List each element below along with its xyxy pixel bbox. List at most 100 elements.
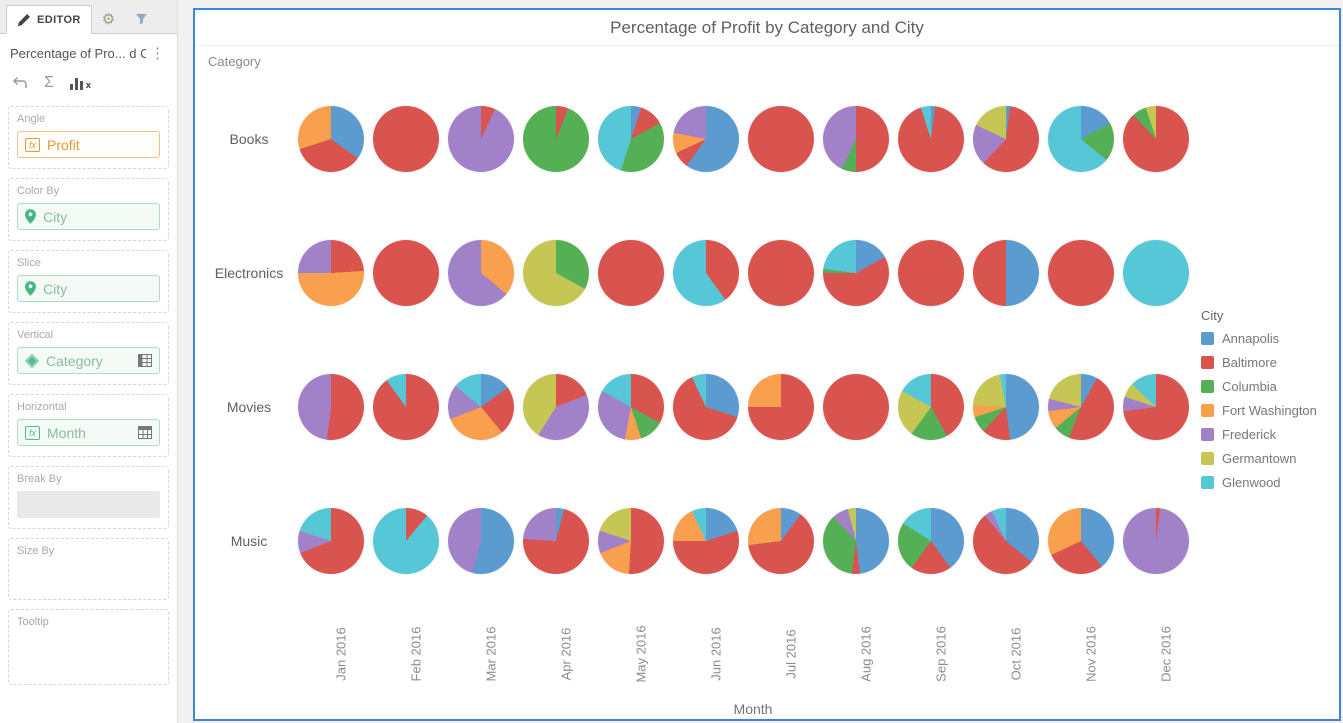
break-by-field[interactable]	[17, 491, 160, 518]
pie-music-apr-2016[interactable]	[522, 508, 589, 574]
pie-books-nov-2016[interactable]	[1047, 106, 1114, 172]
angle-field[interactable]: fx Profit	[17, 131, 160, 158]
legend-item-frederick[interactable]: Frederick	[1201, 427, 1317, 442]
slice-field[interactable]: City	[17, 275, 160, 302]
pie-cell	[293, 240, 368, 306]
field-label: Size By	[17, 545, 55, 557]
pie-music-jul-2016[interactable]	[747, 508, 814, 574]
legend-item-germantown[interactable]: Germantown	[1201, 451, 1317, 466]
pie-books-apr-2016[interactable]	[522, 106, 589, 172]
pie-cell	[893, 240, 968, 306]
legend-label: Baltimore	[1222, 355, 1277, 370]
pie-music-jun-2016[interactable]	[672, 508, 739, 574]
kebab-menu-icon[interactable]: ⋮	[150, 44, 165, 62]
pie-music-feb-2016[interactable]	[372, 508, 439, 574]
pie-cell	[1043, 106, 1118, 172]
pie-electronics-sep-2016[interactable]	[897, 240, 964, 306]
vertical-field[interactable]: Category	[17, 347, 160, 374]
pie-books-aug-2016[interactable]	[822, 106, 889, 172]
legend-label: Frederick	[1222, 427, 1277, 442]
pie-books-jan-2016[interactable]	[297, 106, 364, 172]
legend: City Annapolis Baltimore Columbia Fort Wash…	[1201, 308, 1317, 499]
field-group-size-by[interactable]: Size By	[8, 538, 169, 600]
legend-item-fort-washington[interactable]: Fort Washington	[1201, 403, 1317, 418]
swap-axes-icon[interactable]	[12, 75, 28, 91]
pie-cell	[1118, 374, 1193, 440]
pie-movies-jul-2016[interactable]	[747, 374, 814, 440]
pie-electronics-jul-2016[interactable]	[747, 240, 814, 306]
pie-electronics-jun-2016[interactable]	[672, 240, 739, 306]
pie-electronics-aug-2016[interactable]	[822, 240, 889, 306]
grid-icon[interactable]	[138, 426, 152, 439]
pie-electronics-apr-2016[interactable]	[522, 240, 589, 306]
pie-books-jul-2016[interactable]	[747, 106, 814, 172]
pie-books-oct-2016[interactable]	[972, 106, 1039, 172]
pie-movies-sep-2016[interactable]	[897, 374, 964, 440]
pie-music-jan-2016[interactable]	[297, 508, 364, 574]
grid-icon[interactable]	[138, 354, 152, 367]
pie-movies-jun-2016[interactable]	[672, 374, 739, 440]
category-axis-title: Category	[208, 54, 261, 69]
editor-toolbar: Σ x	[0, 67, 177, 101]
pie-cell	[668, 240, 743, 306]
fx-attribute-icon: fx	[25, 425, 40, 440]
pie-books-feb-2016[interactable]	[372, 106, 439, 172]
month-tick-jan-2016: Jan 2016	[303, 610, 378, 698]
pie-music-aug-2016[interactable]	[822, 508, 889, 574]
pie-movies-nov-2016[interactable]	[1047, 374, 1114, 440]
pie-electronics-dec-2016[interactable]	[1122, 240, 1189, 306]
month-tick-may-2016: May 2016	[603, 610, 678, 698]
pie-cell	[968, 374, 1043, 440]
pie-electronics-may-2016[interactable]	[597, 240, 664, 306]
tab-filter[interactable]	[125, 5, 158, 33]
field-label: Color By	[17, 185, 60, 197]
pie-electronics-jan-2016[interactable]	[297, 240, 364, 306]
pie-movies-oct-2016[interactable]	[972, 374, 1039, 440]
month-axis-title: Month	[733, 701, 773, 717]
pie-music-mar-2016[interactable]	[447, 508, 514, 574]
pie-books-mar-2016[interactable]	[447, 106, 514, 172]
pie-cell	[1118, 106, 1193, 172]
pie-music-dec-2016[interactable]	[1122, 508, 1189, 574]
pie-music-nov-2016[interactable]	[1047, 508, 1114, 574]
pie-cell	[818, 508, 893, 574]
pie-cell	[443, 374, 518, 440]
tab-format[interactable]: ⚙	[92, 5, 125, 33]
legend-item-glenwood[interactable]: Glenwood	[1201, 475, 1317, 490]
legend-item-columbia[interactable]: Columbia	[1201, 379, 1317, 394]
angle-field-value: Profit	[47, 136, 80, 153]
pie-electronics-oct-2016[interactable]	[972, 240, 1039, 306]
tab-editor[interactable]: EDITOR	[6, 5, 92, 34]
pie-electronics-nov-2016[interactable]	[1047, 240, 1114, 306]
color-by-field[interactable]: City	[17, 203, 160, 230]
legend-item-baltimore[interactable]: Baltimore	[1201, 355, 1317, 370]
legend-label: Columbia	[1222, 379, 1277, 394]
pie-cell	[593, 240, 668, 306]
diamond-icon	[24, 353, 40, 368]
pie-books-jun-2016[interactable]	[672, 106, 739, 172]
pie-movies-dec-2016[interactable]	[1122, 374, 1189, 440]
pie-books-dec-2016[interactable]	[1122, 106, 1189, 172]
legend-item-annapolis[interactable]: Annapolis	[1201, 331, 1317, 346]
field-group-angle: Angle fx Profit	[8, 106, 169, 169]
pie-electronics-mar-2016[interactable]	[447, 240, 514, 306]
legend-swatch	[1201, 332, 1214, 345]
pie-movies-aug-2016[interactable]	[822, 374, 889, 440]
month-tick-sep-2016: Sep 2016	[903, 610, 978, 698]
pie-movies-may-2016[interactable]	[597, 374, 664, 440]
pie-music-may-2016[interactable]	[597, 508, 664, 574]
metric-bars-icon[interactable]: x	[69, 77, 91, 90]
horizontal-field[interactable]: fx Month	[17, 419, 160, 446]
pie-books-sep-2016[interactable]	[897, 106, 964, 172]
legend-items: Annapolis Baltimore Columbia Fort Washingto…	[1201, 331, 1317, 490]
sigma-icon[interactable]: Σ	[44, 74, 54, 91]
pie-music-oct-2016[interactable]	[972, 508, 1039, 574]
pie-movies-mar-2016[interactable]	[447, 374, 514, 440]
pie-electronics-feb-2016[interactable]	[372, 240, 439, 306]
pie-music-sep-2016[interactable]	[897, 508, 964, 574]
pie-movies-feb-2016[interactable]	[372, 374, 439, 440]
pie-movies-jan-2016[interactable]	[297, 374, 364, 440]
pie-books-may-2016[interactable]	[597, 106, 664, 172]
pie-movies-apr-2016[interactable]	[522, 374, 589, 440]
field-group-tooltip[interactable]: Tooltip	[8, 609, 169, 685]
